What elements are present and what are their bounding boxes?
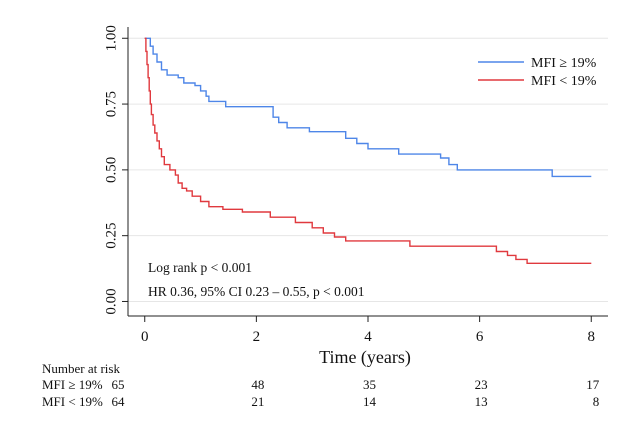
legend-label-mfi-high: MFI ≥ 19% bbox=[531, 56, 597, 71]
legend: MFI ≥ 19% MFI < 19% bbox=[478, 56, 597, 89]
risk-row-label-mfi-low: MFI < 19% bbox=[42, 394, 103, 409]
risk-value-r1-t2: 14 bbox=[363, 394, 377, 409]
y-tick-label-1: 0.25 bbox=[103, 223, 119, 249]
logrank-annotation: Log rank p < 0.001 bbox=[148, 260, 252, 275]
risk-table-title: Number at risk bbox=[42, 361, 120, 376]
risk-value-r0-t0: 65 bbox=[112, 377, 125, 392]
y-tick-label-2: 0.50 bbox=[103, 157, 119, 183]
risk-table: Number at risk MFI ≥ 19% MFI < 19% 65 48 3… bbox=[42, 361, 600, 409]
risk-values: 65 48 35 23 17 64 21 14 13 8 bbox=[112, 377, 600, 409]
grid bbox=[128, 37, 608, 302]
series bbox=[144, 37, 592, 264]
x-tick-label-4: 8 bbox=[588, 329, 596, 345]
y-tick-label-4: 1.00 bbox=[103, 25, 119, 51]
km-curve-mfi-low bbox=[144, 37, 592, 264]
y-tick-label-3: 0.75 bbox=[103, 91, 119, 117]
risk-value-r1-t1: 21 bbox=[251, 394, 264, 409]
x-tick-label-1: 2 bbox=[253, 329, 261, 345]
x-axis-title: Time (years) bbox=[319, 347, 411, 368]
risk-value-r0-t4: 17 bbox=[586, 377, 600, 392]
x-tick-label-2: 4 bbox=[364, 329, 372, 345]
risk-value-r0-t3: 23 bbox=[475, 377, 488, 392]
hr-annotation: HR 0.36, 95% CI 0.23 – 0.55, p < 0.001 bbox=[148, 284, 365, 299]
y-tick-label-0: 0.00 bbox=[103, 288, 119, 314]
risk-value-r0-t2: 35 bbox=[363, 377, 376, 392]
risk-value-r1-t4: 8 bbox=[593, 394, 600, 409]
legend-label-mfi-low: MFI < 19% bbox=[531, 74, 597, 89]
risk-row-label-mfi-high: MFI ≥ 19% bbox=[42, 377, 103, 392]
km-curve-mfi-high bbox=[144, 37, 592, 178]
risk-value-r1-t0: 64 bbox=[112, 394, 126, 409]
axes: 0.00 0.25 0.50 0.75 1.00 0 2 4 6 8 bbox=[103, 25, 608, 345]
x-tick-label-3: 6 bbox=[476, 329, 484, 345]
risk-value-r0-t1: 48 bbox=[251, 377, 264, 392]
x-tick-label-0: 0 bbox=[141, 329, 149, 345]
risk-value-r1-t3: 13 bbox=[475, 394, 488, 409]
